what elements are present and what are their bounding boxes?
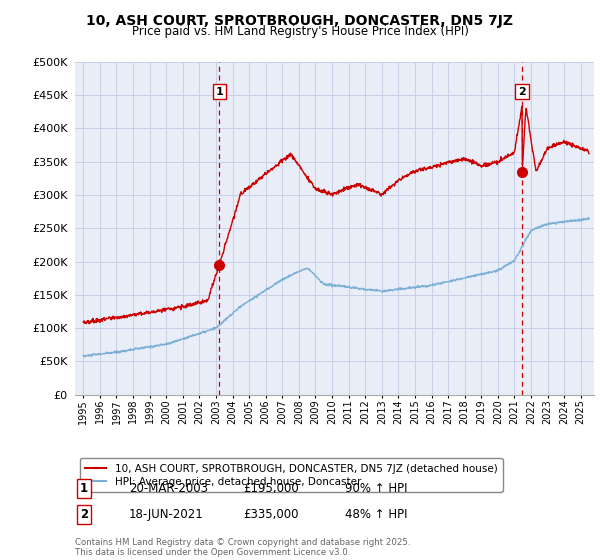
Text: 18-JUN-2021: 18-JUN-2021: [129, 507, 204, 521]
Text: 20-MAR-2003: 20-MAR-2003: [129, 482, 208, 495]
Text: 1: 1: [215, 87, 223, 96]
Text: 10, ASH COURT, SPROTBROUGH, DONCASTER, DN5 7JZ: 10, ASH COURT, SPROTBROUGH, DONCASTER, D…: [86, 14, 514, 28]
Legend: 10, ASH COURT, SPROTBROUGH, DONCASTER, DN5 7JZ (detached house), HPI: Average pr: 10, ASH COURT, SPROTBROUGH, DONCASTER, D…: [80, 458, 503, 492]
Text: 2: 2: [80, 507, 88, 521]
Text: £335,000: £335,000: [243, 507, 299, 521]
Text: 1: 1: [80, 482, 88, 495]
Text: 90% ↑ HPI: 90% ↑ HPI: [345, 482, 407, 495]
Text: 2: 2: [518, 87, 526, 96]
Text: 48% ↑ HPI: 48% ↑ HPI: [345, 507, 407, 521]
Text: Price paid vs. HM Land Registry's House Price Index (HPI): Price paid vs. HM Land Registry's House …: [131, 25, 469, 38]
Text: £195,000: £195,000: [243, 482, 299, 495]
Text: Contains HM Land Registry data © Crown copyright and database right 2025.
This d: Contains HM Land Registry data © Crown c…: [75, 538, 410, 557]
